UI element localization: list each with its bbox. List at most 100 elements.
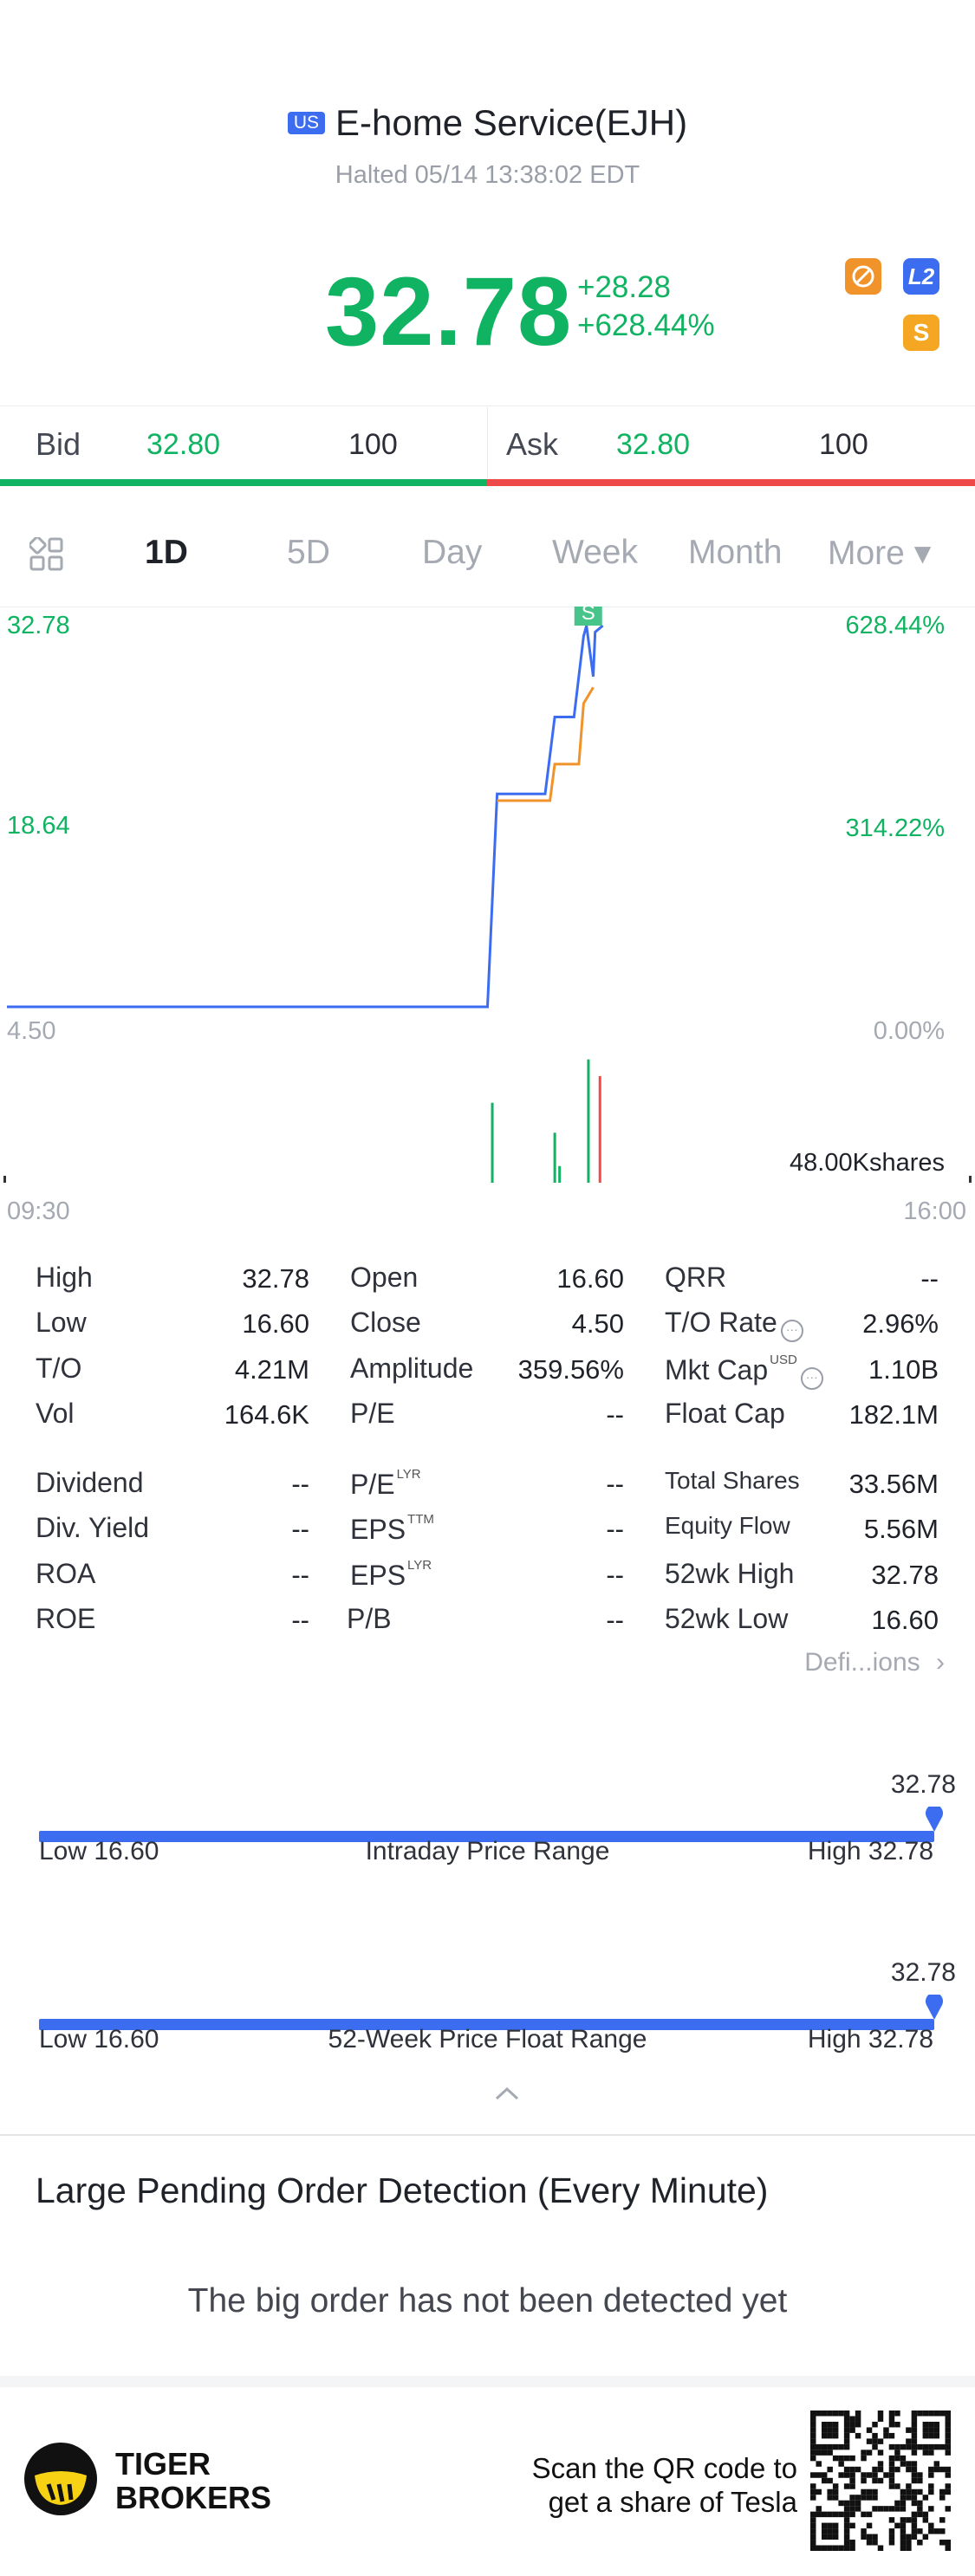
definitions-link[interactable]: Defi...ions ›	[804, 1648, 945, 1677]
stat-label: P/E LYR	[350, 1467, 421, 1501]
stat-label: ROE	[36, 1603, 95, 1635]
tiger-logo-icon	[23, 2441, 99, 2521]
tab-month[interactable]: Month	[688, 534, 783, 571]
stat-value: 32.78	[871, 1560, 939, 1590]
bid-price[interactable]: 32.80	[146, 428, 221, 461]
stat-value: --	[606, 1560, 624, 1590]
x-tick-start: 09:30	[7, 1197, 70, 1225]
stat-label-text: P/E	[350, 1469, 395, 1500]
stat-label: 52wk High	[665, 1558, 794, 1590]
market-badge: US	[287, 112, 326, 134]
stat-label-text: EPS	[350, 1514, 406, 1545]
stat-superscript: LYR	[407, 1558, 432, 1573]
stat-value: --	[920, 1263, 939, 1294]
stat-label-text: Float Cap	[665, 1398, 785, 1429]
stat-label: QRR	[665, 1262, 726, 1294]
dollar-icon[interactable]: S	[903, 315, 939, 351]
stat-label: EPS TTM	[350, 1512, 434, 1546]
stat-value: 182.1M	[848, 1399, 939, 1430]
bid-quantity: 100	[348, 428, 398, 461]
no-trade-icon[interactable]	[845, 258, 881, 295]
stat-label: Close	[350, 1307, 421, 1339]
stat-value: --	[606, 1469, 624, 1499]
range-title: 52-Week Price Float Range	[328, 2025, 647, 2054]
stat-superscript: LYR	[396, 1467, 421, 1482]
chart-layout-icon[interactable]	[28, 535, 64, 576]
stat-label: P/E	[350, 1398, 395, 1430]
stat-label-text: Amplitude	[350, 1353, 474, 1384]
ask-quantity: 100	[819, 428, 868, 461]
ask-price[interactable]: 32.80	[616, 428, 691, 461]
level2-icon[interactable]: L2	[903, 258, 939, 295]
divider	[0, 2376, 975, 2387]
stat-label: ROA	[36, 1558, 95, 1590]
stat-value: 164.6K	[224, 1399, 309, 1430]
stat-value: --	[606, 1605, 624, 1635]
volume-bar	[587, 1059, 590, 1183]
tab-1d[interactable]: 1D	[145, 534, 188, 571]
info-icon[interactable]: ···	[800, 1367, 823, 1390]
stat-label-text: 52wk Low	[665, 1603, 789, 1634]
stat-value: 5.56M	[863, 1514, 939, 1544]
info-icon[interactable]: ···	[780, 1320, 803, 1342]
y-right-tick: 314.22%	[845, 814, 946, 842]
stock-name: E-home Service(EJH)	[335, 102, 688, 143]
y-right-tick: 628.44%	[845, 612, 946, 639]
stat-value: 32.78	[242, 1263, 309, 1294]
y-left-tick: 32.78	[7, 612, 70, 639]
stat-label-text: EPS	[350, 1560, 406, 1591]
stat-label-text: QRR	[665, 1262, 727, 1293]
stat-label-text: Equity Flow	[665, 1512, 790, 1539]
signal-marker-icon	[574, 607, 602, 626]
range-bar	[39, 2019, 934, 2030]
stat-label: P/B	[347, 1603, 392, 1635]
stat-label-text: Total Shares	[665, 1467, 800, 1494]
stat-value: --	[606, 1514, 624, 1544]
tab-more[interactable]: More ▾	[828, 535, 932, 572]
stat-value: 16.60	[242, 1308, 309, 1339]
stat-label: T/O Rate ···	[665, 1307, 803, 1342]
range-marker-icon	[926, 1807, 943, 1832]
qr-code-icon	[810, 2411, 951, 2551]
divider	[0, 2134, 975, 2136]
volume-bar	[491, 1102, 494, 1183]
stat-label: High	[36, 1262, 93, 1294]
stat-label-text: ROA	[36, 1558, 96, 1589]
price-change-percent: +628.44%	[577, 308, 715, 342]
stat-value: --	[291, 1469, 309, 1499]
stat-label: Total Shares	[665, 1467, 800, 1495]
signal-marker-label: S	[582, 607, 595, 625]
ask-bar	[487, 479, 975, 486]
bid-label: Bid	[36, 426, 81, 462]
stat-value: 33.56M	[848, 1469, 939, 1499]
trading-status: Halted 05/14 13:38:02 EDT	[335, 161, 640, 189]
stock-title: US E-home Service(EJH)	[0, 102, 975, 144]
stat-value: 4.50	[571, 1308, 624, 1339]
y-left-tick: 4.50	[7, 1017, 56, 1045]
price-line	[7, 624, 604, 1009]
bid-bar	[0, 479, 487, 486]
stat-label-text: Open	[350, 1262, 419, 1293]
stat-label-text: Vol	[36, 1398, 75, 1429]
stat-label-text: T/O Rate	[665, 1307, 777, 1338]
definitions-link-label: Defi...ions	[804, 1648, 920, 1677]
pending-order-title: Large Pending Order Detection (Every Min…	[36, 2170, 769, 2210]
x-tick-end: 16:00	[903, 1197, 966, 1225]
brand-name: BROKERS	[115, 2480, 272, 2515]
intraday-chart[interactable]: S	[0, 607, 975, 1196]
price-change: +28.28	[577, 270, 672, 304]
tab-week[interactable]: Week	[552, 534, 638, 571]
qr-caption: get a share of Tesla	[548, 2486, 797, 2518]
stat-value: --	[291, 1560, 309, 1590]
tab-5d[interactable]: 5D	[287, 534, 330, 571]
stat-label: Low	[36, 1307, 87, 1339]
stat-label: Open	[350, 1262, 418, 1294]
volume-bar	[553, 1132, 556, 1183]
range-high: High 32.78	[807, 2025, 933, 2054]
tab-day[interactable]: Day	[422, 534, 483, 571]
pending-order-empty: The big order has not been detected yet	[187, 2282, 788, 2320]
chevron-up-icon[interactable]	[494, 2086, 520, 2106]
stat-value: 4.21M	[234, 1354, 309, 1385]
stat-label: T/O	[36, 1353, 81, 1385]
average-line	[497, 686, 595, 802]
